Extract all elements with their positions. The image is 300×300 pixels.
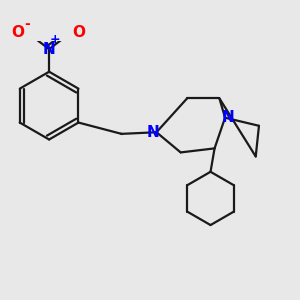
Text: N: N	[43, 42, 56, 57]
Text: O: O	[11, 25, 24, 40]
Text: O: O	[73, 25, 85, 40]
Text: -: -	[25, 17, 30, 31]
Text: N: N	[222, 110, 235, 125]
Text: +: +	[50, 33, 60, 46]
Text: N: N	[147, 125, 160, 140]
